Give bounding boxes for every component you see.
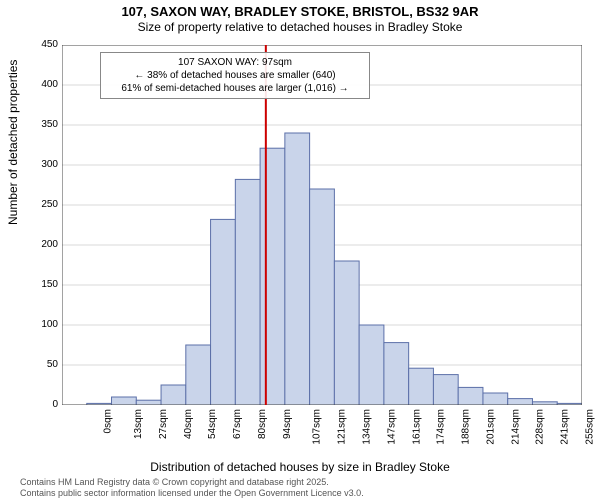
y-tick: 200 — [28, 239, 58, 250]
y-tick: 350 — [28, 119, 58, 130]
annotation-line1: 107 SAXON WAY: 97sqm — [107, 56, 363, 69]
x-tick: 174sqm — [436, 409, 447, 445]
footer-line1: Contains HM Land Registry data © Crown c… — [20, 477, 329, 487]
y-tick: 150 — [28, 279, 58, 290]
x-tick: 107sqm — [312, 409, 323, 445]
y-tick: 400 — [28, 79, 58, 90]
x-tick: 13sqm — [133, 409, 144, 439]
y-tick: 450 — [28, 39, 58, 50]
footer-line2: Contains public sector information licen… — [20, 488, 364, 498]
x-tick: 134sqm — [362, 409, 373, 445]
x-tick: 0sqm — [103, 409, 114, 433]
y-tick: 300 — [28, 159, 58, 170]
y-tick: 250 — [28, 199, 58, 210]
x-tick: 121sqm — [337, 409, 348, 445]
chart-title-line2: Size of property relative to detached ho… — [0, 20, 600, 34]
x-tick: 255sqm — [584, 409, 595, 445]
x-tick: 27sqm — [158, 409, 169, 439]
chart-title-line1: 107, SAXON WAY, BRADLEY STOKE, BRISTOL, … — [0, 4, 600, 19]
x-tick: 214sqm — [510, 409, 521, 445]
x-axis-label: Distribution of detached houses by size … — [0, 460, 600, 474]
x-tick: 40sqm — [183, 409, 194, 439]
y-tick: 50 — [28, 359, 58, 370]
histogram-svg — [62, 45, 582, 405]
x-tick: 228sqm — [535, 409, 546, 445]
annotation-line3: 61% of semi-detached houses are larger (… — [107, 82, 363, 95]
x-tick: 80sqm — [257, 409, 268, 439]
x-tick: 241sqm — [560, 409, 571, 445]
x-tick: 67sqm — [232, 409, 243, 439]
x-tick: 94sqm — [282, 409, 293, 439]
y-axis-label: Number of detached properties — [6, 60, 20, 225]
x-tick: 201sqm — [485, 409, 496, 445]
plot-area — [62, 45, 582, 405]
x-tick: 188sqm — [461, 409, 472, 445]
y-tick: 100 — [28, 319, 58, 330]
chart-container: 107, SAXON WAY, BRADLEY STOKE, BRISTOL, … — [0, 0, 600, 500]
annotation-line2: ← 38% of detached houses are smaller (64… — [107, 69, 363, 82]
x-tick: 161sqm — [411, 409, 422, 445]
x-tick: 54sqm — [207, 409, 218, 439]
x-tick: 147sqm — [386, 409, 397, 445]
y-tick: 0 — [28, 399, 58, 410]
annotation-box: 107 SAXON WAY: 97sqm ← 38% of detached h… — [100, 52, 370, 99]
